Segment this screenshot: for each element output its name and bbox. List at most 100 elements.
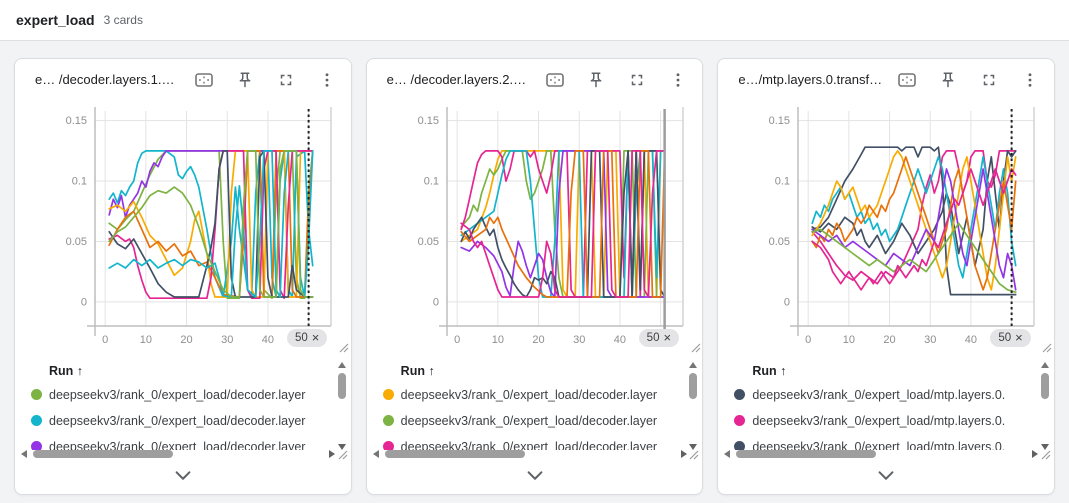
horizontal-scroll-thumb[interactable] — [736, 450, 877, 459]
more-options-icon[interactable] — [666, 68, 690, 92]
legend-resize-handle[interactable] — [1039, 448, 1052, 461]
card-title: e… /decoder.layers.1.… — [35, 72, 175, 88]
scroll-down-icon[interactable] — [337, 442, 347, 452]
legend-row[interactable]: deepseekv3/rank_0/expert_load/decoder.la… — [15, 408, 339, 434]
vertical-scrollbar[interactable] — [1039, 360, 1051, 452]
legend-row[interactable]: deepseekv3/rank_0/expert_load/decoder.la… — [367, 408, 691, 434]
fit-to-data-icon[interactable] — [192, 68, 216, 92]
vertical-scroll-thumb[interactable] — [1041, 372, 1050, 399]
legend-row[interactable]: deepseekv3/rank_0/expert_load/decoder.la… — [15, 382, 339, 408]
svg-text:0.05: 0.05 — [769, 235, 790, 247]
page-title: expert_load — [16, 12, 95, 28]
vertical-scrollbar[interactable] — [687, 360, 699, 452]
run-color-dot — [734, 389, 746, 401]
line-chart[interactable]: 0 0.05 0.1 0.15 0 10 20 30 40 — [15, 101, 352, 356]
line-chart[interactable]: 0 0.05 0.1 0.15 0 10 20 30 40 — [367, 101, 704, 356]
fullscreen-icon[interactable] — [625, 68, 649, 92]
scroll-right-icon[interactable] — [325, 449, 335, 459]
legend-run-header[interactable]: Run ↑ — [400, 363, 435, 378]
horizontal-scroll-thumb[interactable] — [384, 450, 525, 459]
chart-area: 0 0.05 0.1 0.15 0 10 20 30 40 50 × — [718, 101, 1055, 356]
chart-resize-handle[interactable] — [689, 341, 702, 354]
fullscreen-icon[interactable] — [274, 68, 298, 92]
svg-text:40: 40 — [965, 334, 977, 346]
svg-text:0.1: 0.1 — [775, 175, 790, 187]
run-label: deepseekv3/rank_0/expert_load/decoder.la… — [400, 413, 658, 428]
legend-row[interactable]: deepseekv3/rank_0/expert_load/decoder.la… — [15, 434, 339, 450]
card-decoder-layers-2: e… /decoder.layers.2.… 0 0.05 0.1 0.15 0 10 20… — [365, 58, 704, 495]
legend-row[interactable]: deepseekv3/rank_0/expert_load/mtp.layers… — [718, 434, 1042, 450]
horizontal-scrollbar[interactable] — [371, 448, 687, 460]
svg-text:0.05: 0.05 — [417, 235, 438, 247]
legend-row[interactable]: deepseekv3/rank_0/expert_load/decoder.la… — [367, 382, 691, 408]
run-label: deepseekv3/rank_0/expert_load/mtp.layers… — [752, 439, 1006, 450]
expand-row — [367, 461, 703, 494]
scroll-right-icon[interactable] — [677, 449, 687, 459]
close-icon[interactable]: × — [1015, 330, 1023, 346]
run-color-dot — [382, 389, 394, 401]
chevron-down-icon[interactable] — [170, 467, 196, 488]
close-icon[interactable]: × — [311, 330, 320, 346]
svg-text:0.15: 0.15 — [66, 115, 87, 127]
svg-text:0.15: 0.15 — [769, 115, 790, 127]
fullscreen-icon[interactable] — [977, 68, 1001, 92]
scroll-right-icon[interactable] — [1028, 449, 1039, 459]
svg-text:30: 30 — [221, 334, 233, 346]
svg-text:0: 0 — [81, 296, 87, 308]
chart-resize-handle[interactable] — [1040, 341, 1053, 354]
step-pill: 50 × — [638, 328, 680, 347]
chart-area: 0 0.05 0.1 0.15 0 10 20 30 40 50 × — [367, 101, 704, 356]
legend-row[interactable]: deepseekv3/rank_0/expert_load/mtp.layers… — [718, 408, 1042, 434]
fit-to-data-icon[interactable] — [543, 68, 567, 92]
svg-text:0.05: 0.05 — [66, 235, 87, 247]
scroll-down-icon[interactable] — [1040, 442, 1050, 452]
svg-text:30: 30 — [573, 334, 585, 346]
legend-row[interactable]: deepseekv3/rank_0/expert_load/mtp.layers… — [718, 382, 1042, 408]
fit-to-data-icon[interactable] — [895, 68, 919, 92]
chart-area: 0 0.05 0.1 0.15 0 10 20 30 40 50 × — [15, 101, 352, 356]
run-label: deepseekv3/rank_0/expert_load/mtp.layers… — [752, 413, 1006, 428]
vertical-scrollbar[interactable] — [336, 360, 348, 452]
scroll-down-icon[interactable] — [688, 442, 698, 452]
legend-run-header[interactable]: Run ↑ — [752, 363, 787, 378]
horizontal-scroll-thumb[interactable] — [33, 450, 173, 459]
line-chart[interactable]: 0 0.05 0.1 0.15 0 10 20 30 40 — [718, 101, 1055, 356]
svg-text:10: 10 — [843, 334, 855, 346]
svg-text:0: 0 — [433, 296, 439, 308]
vertical-scroll-thumb[interactable] — [337, 372, 346, 399]
card-toolbar — [192, 68, 339, 92]
scroll-up-icon[interactable] — [688, 360, 698, 370]
vertical-scroll-thumb[interactable] — [689, 372, 698, 399]
svg-text:20: 20 — [532, 334, 544, 346]
cards-row: e… /decoder.layers.1.… 0 0.05 0.1 0.15 0 10 20… — [0, 41, 1069, 495]
card-header: e…/mtp.layers.0.transf… — [718, 59, 1054, 101]
scroll-left-icon[interactable] — [722, 449, 732, 459]
scroll-up-icon[interactable] — [337, 360, 347, 370]
legend-rows: deepseekv3/rank_0/expert_load/decoder.la… — [367, 382, 691, 450]
pin-icon[interactable] — [233, 68, 257, 92]
scroll-left-icon[interactable] — [19, 449, 29, 459]
legend: Run ↑ deepseekv3/rank_0/expert_load/mtp.… — [718, 356, 1054, 462]
pin-icon[interactable] — [584, 68, 608, 92]
svg-text:0: 0 — [102, 334, 108, 346]
svg-text:20: 20 — [884, 334, 896, 346]
scroll-left-icon[interactable] — [371, 449, 381, 459]
close-icon[interactable]: × — [663, 330, 672, 346]
run-label: deepseekv3/rank_0/expert_load/decoder.la… — [400, 387, 658, 402]
more-options-icon[interactable] — [1018, 68, 1042, 92]
chevron-down-icon[interactable] — [873, 467, 899, 488]
scroll-up-icon[interactable] — [1040, 360, 1050, 370]
legend-resize-handle[interactable] — [687, 448, 700, 461]
legend-run-header[interactable]: Run ↑ — [49, 363, 84, 378]
legend-resize-handle[interactable] — [336, 448, 349, 461]
card-header: e… /decoder.layers.2.… — [367, 59, 703, 101]
horizontal-scrollbar[interactable] — [722, 448, 1039, 460]
chevron-down-icon[interactable] — [522, 467, 548, 488]
pin-icon[interactable] — [936, 68, 960, 92]
more-options-icon[interactable] — [315, 68, 339, 92]
horizontal-scrollbar[interactable] — [19, 448, 335, 460]
legend-row[interactable]: deepseekv3/rank_0/expert_load/decoder.la… — [367, 434, 691, 450]
run-color-dot — [734, 415, 746, 427]
chart-resize-handle[interactable] — [337, 341, 350, 354]
run-color-dot — [31, 389, 42, 401]
